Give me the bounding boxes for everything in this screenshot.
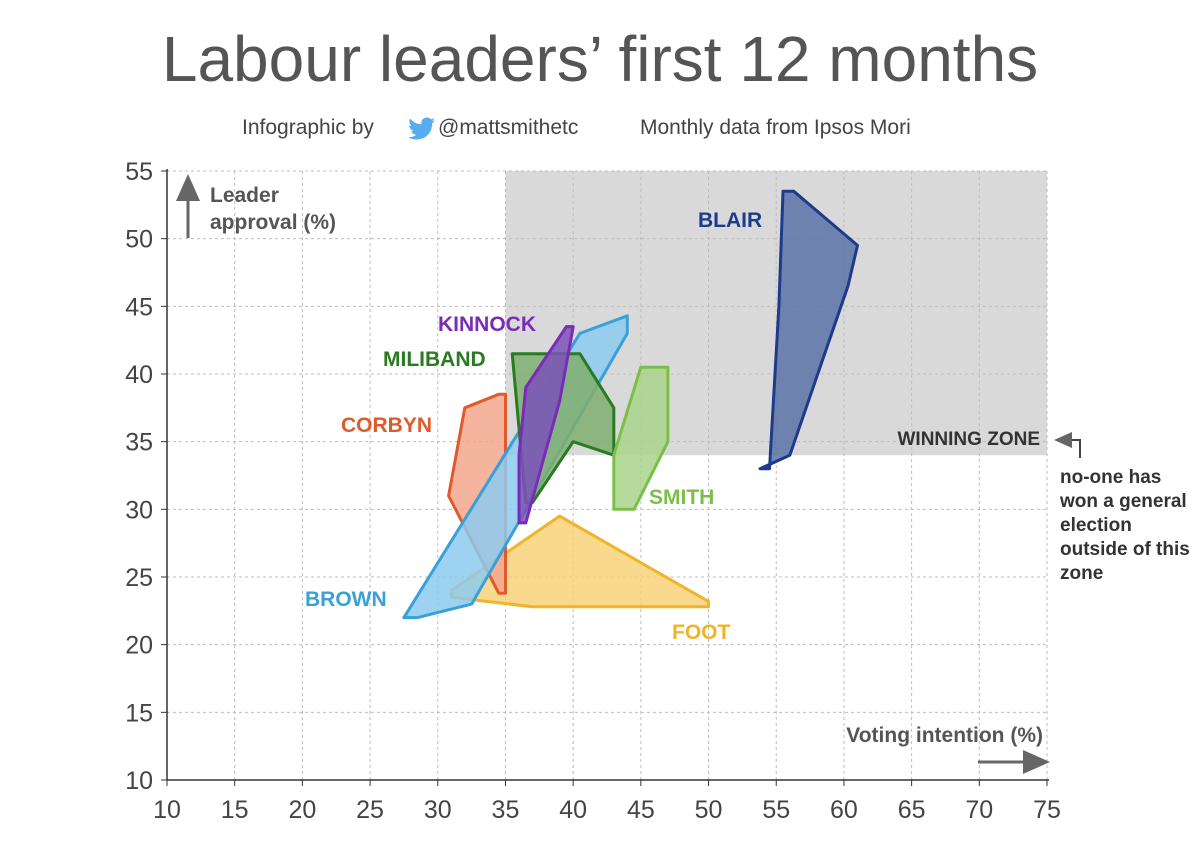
x-tick-label: 65 — [898, 796, 926, 824]
x-tick-label: 15 — [221, 796, 249, 824]
y-axis-label: Leader — [210, 184, 279, 207]
x-tick-label: 45 — [627, 796, 655, 824]
series-blair-area[interactable] — [758, 189, 859, 471]
series-label-foot: FOOT — [672, 621, 730, 644]
twitter-bird-icon — [408, 117, 435, 140]
series-kinnock-area[interactable] — [517, 325, 575, 525]
x-tick-label: 30 — [424, 796, 452, 824]
y-tick-label: 20 — [125, 632, 153, 660]
winning-zone-label: WINNING ZONE — [898, 429, 1041, 450]
x-axis-label: Voting intention (%) — [846, 724, 1043, 747]
y-tick-label: 30 — [125, 496, 153, 524]
y-tick-label: 35 — [125, 429, 153, 457]
x-tick-label: 50 — [695, 796, 723, 824]
series-label-brown: BROWN — [305, 588, 387, 611]
series-label-kinnock: KINNOCK — [438, 313, 536, 336]
data-source-note: Monthly data from Ipsos Mori — [640, 116, 911, 139]
x-tick-label: 25 — [356, 796, 384, 824]
series-label-corbyn: CORBYN — [341, 414, 432, 437]
y-tick-label: 55 — [125, 158, 153, 186]
y-tick-label: 40 — [125, 361, 153, 389]
y-tick-label: 15 — [125, 699, 153, 727]
x-tick-label: 35 — [492, 796, 520, 824]
y-axis-label: approval (%) — [210, 211, 336, 234]
y-tick-label: 25 — [125, 564, 153, 592]
subtitle: Infographic by @mattsmithetc Monthly dat… — [0, 116, 1200, 146]
chart-title: Labour leaders’ first 12 months — [161, 23, 1039, 95]
y-tick-label: 45 — [125, 293, 153, 321]
x-tick-label: 60 — [830, 796, 858, 824]
series-label-miliband: MILIBAND — [383, 348, 486, 371]
twitter-handle[interactable]: @mattsmithetc — [438, 116, 579, 139]
x-tick-label: 55 — [762, 796, 790, 824]
y-tick-label: 10 — [125, 767, 153, 795]
subtitle-prefix: Infographic by — [242, 116, 374, 139]
y-tick-label: 50 — [125, 226, 153, 254]
winning-zone-note: no-one has won a general election outsid… — [1060, 467, 1190, 584]
x-tick-label: 20 — [288, 796, 316, 824]
x-tick-label: 10 — [153, 796, 181, 824]
series-smith-area[interactable] — [612, 365, 670, 511]
x-tick-label: 70 — [965, 796, 993, 824]
winning-zone-arrow — [1054, 432, 1081, 458]
series-label-smith: SMITH — [649, 486, 714, 509]
x-tick-label: 75 — [1033, 796, 1061, 824]
series-label-blair: BLAIR — [698, 209, 762, 232]
x-tick-label: 40 — [559, 796, 587, 824]
